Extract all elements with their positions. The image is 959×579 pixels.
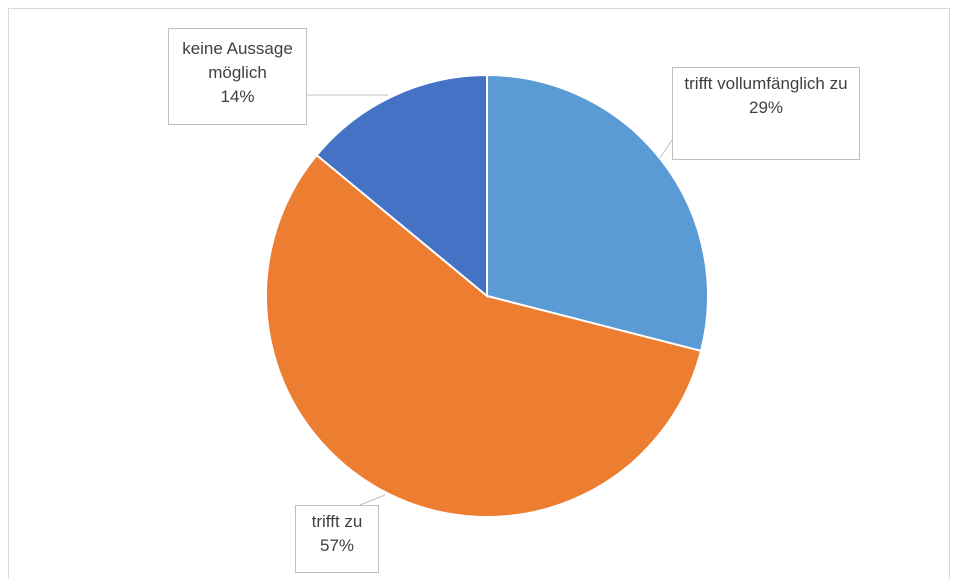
pie-slice (486, 73, 709, 353)
chart-frame (8, 8, 950, 579)
category-label: keine Aussage möglich (182, 39, 293, 82)
data-label: keine Aussage möglich 14% (168, 28, 307, 125)
category-label: trifft vollumfänglich zu (684, 74, 848, 93)
leader-line (659, 139, 673, 159)
data-label: trifft zu 57% (295, 505, 379, 573)
value-label: 29% (748, 98, 784, 117)
pie-slice (265, 153, 703, 518)
pie-slice (315, 73, 488, 299)
category-label: trifft zu (311, 512, 363, 531)
leader-line (359, 494, 386, 506)
value-label: 14% (220, 87, 255, 106)
value-label: 57% (319, 536, 355, 555)
data-label: trifft vollumfänglich zu 29% (672, 67, 860, 160)
